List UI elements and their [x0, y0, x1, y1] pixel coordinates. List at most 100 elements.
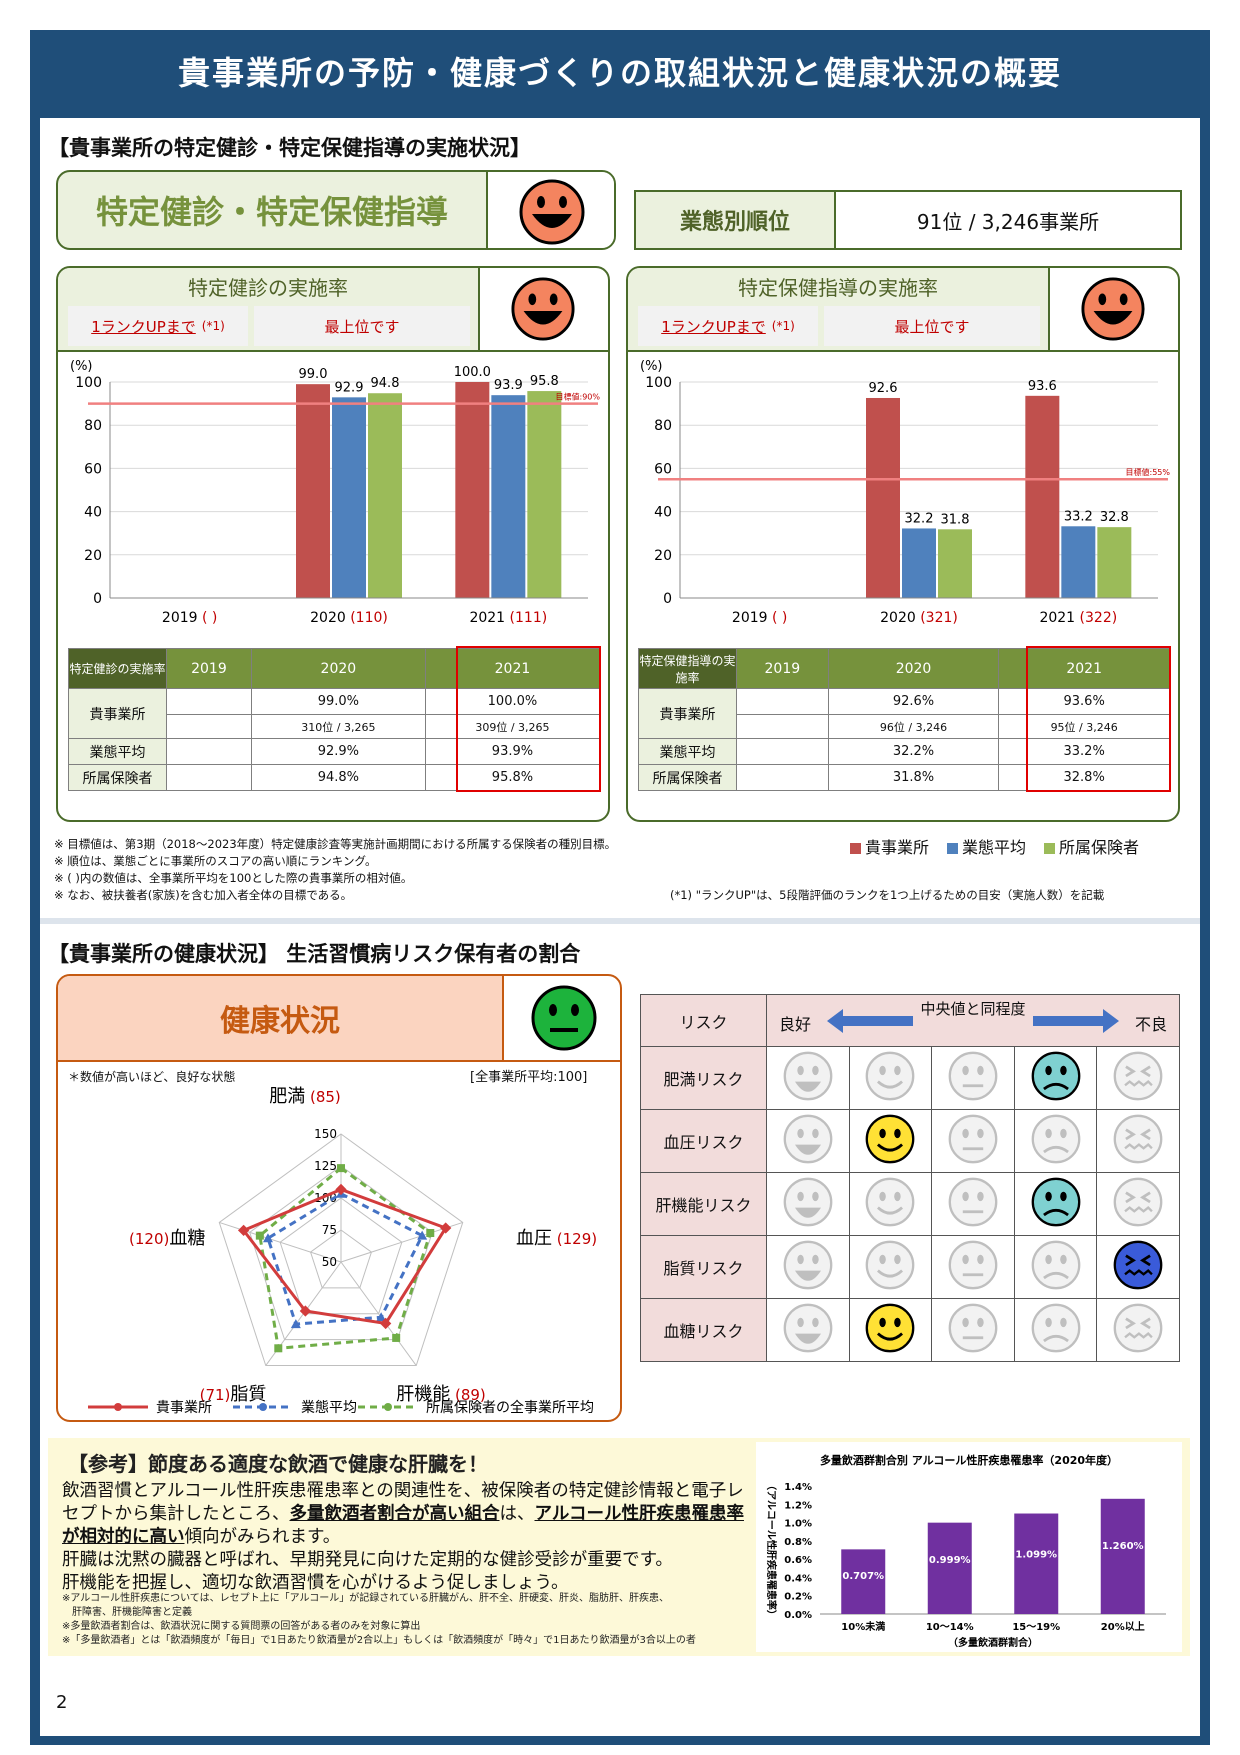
section2-heading: 【貴事業所の健康状況】 生活習慣病リスク保有者の割合 — [48, 942, 581, 966]
neutral-face-icon — [931, 1235, 1015, 1299]
radar-axis-label: 肥満 (85) — [269, 1086, 341, 1107]
risk-row-label: 肝機能リスク — [640, 1172, 767, 1236]
hoken-title: 特定保健指導の実施率 — [738, 276, 938, 300]
legend-item: 業態平均 — [947, 834, 1026, 858]
radar-point — [379, 1317, 392, 1330]
hoken-bar-label: 32.8 — [1100, 510, 1129, 525]
drink-ytick: 0.8% — [784, 1537, 812, 1548]
hoken-xtick: 2020 (321) — [880, 610, 958, 626]
kenshin-xtick: 2019 ( ) — [162, 610, 217, 626]
kenshin-bar — [368, 393, 402, 598]
section1-heading: 【貴事業所の特定健診・特定保健指導の実施状況】 — [48, 136, 531, 160]
risk-row: 肥満リスク — [640, 1046, 1180, 1110]
radar-point — [337, 1164, 345, 1173]
hoken-bar-chart: (%) 0 20 40 60 80 100 2019 ( ) 92.6 32.2 31.8 2020 … — [640, 359, 1170, 626]
very-bad-face-icon — [1096, 1109, 1180, 1173]
neutral-face-icon — [931, 1298, 1015, 1362]
drink-ytick: 1.0% — [784, 1519, 812, 1530]
table-cell — [736, 738, 829, 765]
hoken-table-corner: 特定保健指導の実施率 — [638, 648, 737, 689]
drink-bar — [841, 1549, 886, 1614]
good-face-icon — [848, 1046, 933, 1110]
sad-face-icon — [1013, 1298, 1098, 1362]
table-cell: 96位 / 3,246 — [827, 714, 1000, 739]
drink-chart-title: 多量飲酒群割合別 アルコール性肝疾患罹患率（2020年度） — [820, 1453, 1118, 1467]
drink-xtick: 20%以上 — [1101, 1620, 1145, 1633]
kenshin-ytick: 0 — [93, 591, 102, 607]
neutral-face-icon — [931, 1172, 1015, 1236]
hoken-ytick: 100 — [645, 375, 672, 391]
radar-tick: 50 — [322, 1255, 337, 1269]
kenshin-ylabel: (%) — [70, 359, 93, 374]
radar-legend-label: 業態平均 — [301, 1400, 357, 1416]
risk-row: 血圧リスク — [640, 1109, 1180, 1173]
hoken-bar-label: 33.2 — [1064, 509, 1093, 524]
radar-tick: 75 — [322, 1223, 337, 1237]
drink-ytick: 0.2% — [784, 1592, 812, 1603]
radar-grid-ring — [309, 1229, 373, 1289]
risk-row-label: 肥満リスク — [640, 1046, 767, 1110]
hoken-bar — [1097, 527, 1132, 598]
radar-point — [255, 1231, 264, 1240]
drink-ytick: 0.6% — [784, 1555, 812, 1566]
main-indicator-panel: 特定健診・特定保健指導 — [56, 170, 616, 250]
very-good-face-icon — [766, 1046, 850, 1110]
table-cell: 309位 / 3,265 — [424, 714, 601, 739]
table-cell — [736, 688, 829, 715]
radar-axis-label: 肝機能 (89) — [396, 1384, 486, 1405]
hoken-ytick: 60 — [654, 461, 672, 477]
good-face-icon — [848, 1172, 933, 1236]
kenshin-target-label: 目標値:90% — [556, 392, 601, 402]
kenshin-ytick: 60 — [84, 461, 102, 477]
kenshin-happy-face-icon — [511, 277, 575, 341]
radar-note: ＊数値が高いほど、良好な状態 — [68, 1070, 236, 1084]
radar-legend-marker — [259, 1403, 267, 1411]
kenshin-bar — [455, 382, 490, 598]
kenshin-bar-label: 95.8 — [530, 374, 559, 389]
kenshin-ytick: 100 — [75, 375, 102, 391]
radar-series-line — [241, 1187, 448, 1326]
reference-paragraph: 飲酒習慣とアルコール性肝疾患罹患率との関連性を、被保険者の特定健診情報と電子レセ… — [62, 1481, 744, 1593]
bar-legend: 貴事業所 業態平均 所属保険者 — [850, 834, 1139, 858]
reference-notes: ※アルコール性肝疾患については、レセプト上に「アルコール」が記録されている肝臓が… — [62, 1593, 696, 1646]
radar-tick: 125 — [314, 1159, 337, 1173]
very-good-face-icon — [766, 1298, 850, 1362]
kenshin-bar-chart: (%) 0 20 40 60 80 100 2019 ( ) 99.0 92.9 94.8 2020 … — [70, 359, 601, 626]
hoken-xtick: 2021 (322) — [1039, 610, 1117, 626]
very-bad-face-icon — [1096, 1046, 1180, 1110]
kenshin-table-corner: 特定健診の実施率 — [68, 648, 167, 689]
very-good-face-icon — [766, 1172, 850, 1236]
radar-legend-label: 所属保険者の全事業所平均 — [426, 1399, 594, 1416]
hoken-year-2021: 2021 — [998, 648, 1170, 689]
radar-tick: 150 — [314, 1127, 337, 1141]
radar-spoke — [340, 1261, 417, 1366]
good-face-icon — [848, 1298, 933, 1362]
kenshin-panel: 特定健診の実施率 1ランクUPまで (*1) 最上位です (%) 0 20 40 60 80… — [56, 266, 610, 822]
hoken-bar — [866, 397, 900, 598]
table-cell: 92.6% — [827, 688, 1000, 715]
note-line: ※ なお、被扶養者(家族)を含む加入者全体の目標である。 — [54, 888, 353, 902]
table-cell: 33.2% — [998, 738, 1170, 765]
radar-point — [376, 1312, 387, 1322]
kenshin-ytick: 80 — [84, 418, 102, 434]
kenshin-bar — [527, 391, 562, 598]
drink-bar-label: 0.707% — [842, 1571, 884, 1582]
radar-point — [417, 1230, 428, 1240]
main-indicator-label: 特定健診・特定保健指導 — [95, 193, 448, 231]
drink-ytick: 0.0% — [784, 1610, 812, 1621]
kenshin-year-2019: 2019 — [166, 648, 252, 689]
hoken-xtick: 2019 ( ) — [732, 610, 787, 626]
drink-bar — [1100, 1498, 1145, 1614]
note-line: ※ 順位は、業態ごとに事業所のスコアの高い順にランキング。 — [54, 854, 377, 868]
radar-axis-label: 血圧 (129) — [516, 1228, 597, 1249]
hoken-ylabel: (%) — [640, 359, 663, 374]
drink-xtick: 10～14% — [926, 1622, 974, 1633]
kenshin-row-label: 貴事業所 — [68, 688, 167, 739]
hoken-panel: 特定保健指導の実施率 1ランクUPまで (*1) 最上位です (%) 0 20 40 60… — [626, 266, 1180, 822]
neutral-face-icon — [931, 1109, 1015, 1173]
table-cell: 94.8% — [250, 764, 426, 791]
scale-arrows-icon — [827, 1008, 1119, 1033]
hoken-bar — [938, 529, 972, 598]
hoken-rankup-value: 最上位です — [824, 306, 1040, 346]
hoken-bar — [902, 528, 936, 598]
